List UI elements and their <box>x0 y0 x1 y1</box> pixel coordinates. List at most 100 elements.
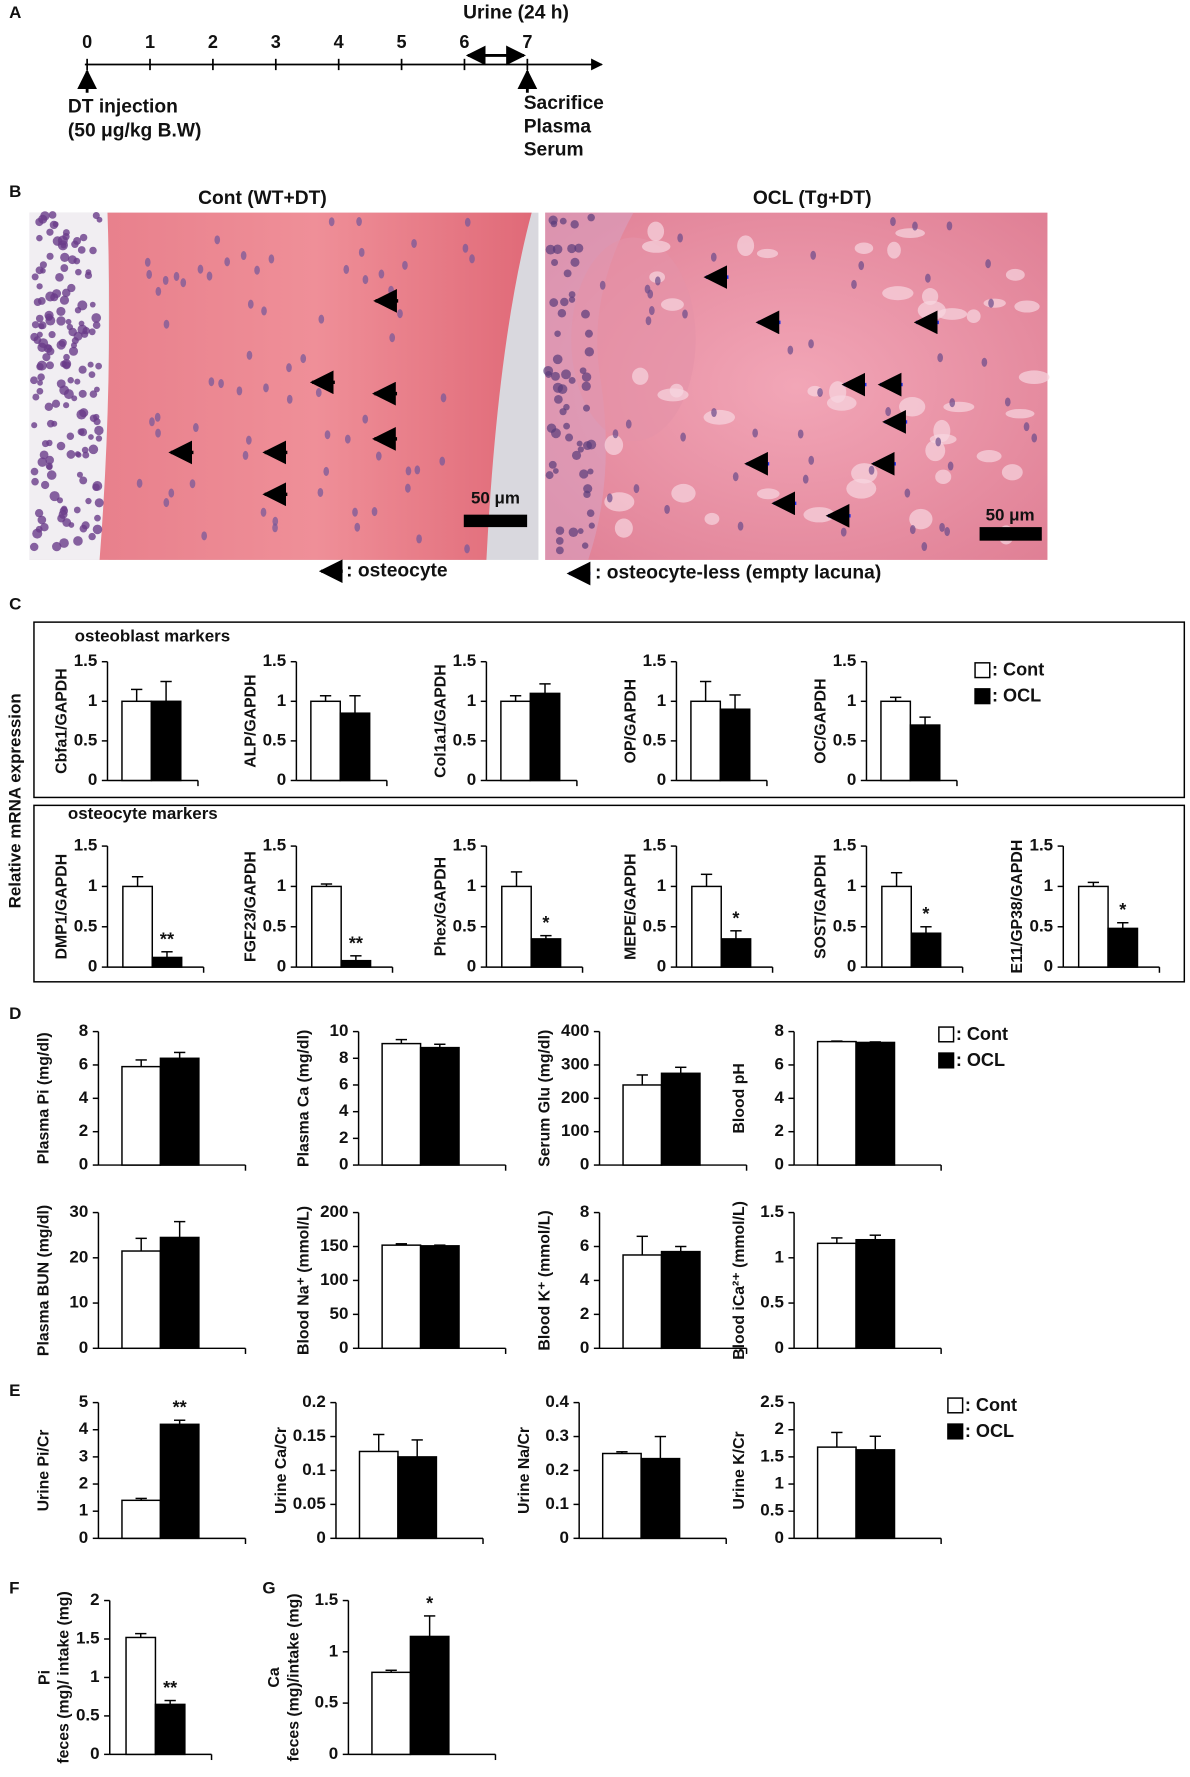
legend-label: : Cont <box>992 660 1044 680</box>
bar <box>816 1446 857 1540</box>
cell <box>59 385 69 396</box>
cell <box>45 361 54 370</box>
cell <box>41 440 49 448</box>
nucleus <box>947 461 954 471</box>
bar <box>397 1456 438 1540</box>
cell <box>94 425 104 436</box>
nucleus <box>654 276 661 286</box>
y-tick-label: 0.4 <box>545 1392 569 1411</box>
y-tick-label: 0.5 <box>643 916 667 935</box>
y-tick-label: 2 <box>774 1419 783 1438</box>
nucleus <box>939 522 945 532</box>
y-tick-label: 1.5 <box>263 651 287 670</box>
y-tick-label: 1 <box>90 1667 99 1686</box>
y-axis-title: Plasma Ca (mg/dl) <box>295 1030 312 1167</box>
scale-bar <box>463 514 528 528</box>
y-tick-label: 6 <box>580 1236 589 1255</box>
nucleus <box>625 419 632 429</box>
bar <box>310 700 342 782</box>
y-tick-label: 8 <box>339 1048 348 1067</box>
y-tick-label: 1 <box>467 691 476 710</box>
bar <box>910 932 942 968</box>
y-tick-label: 0 <box>79 1528 88 1547</box>
cell <box>563 403 570 411</box>
panel-label: G <box>262 1579 275 1598</box>
y-axis-title: Cbfa1/GAPDH <box>53 668 70 774</box>
nucleus <box>180 278 187 288</box>
nucleus <box>354 522 361 532</box>
y-axis-title: FGF23/GAPDH <box>242 851 259 962</box>
group-box <box>33 804 1186 983</box>
panel-label: E <box>9 1381 20 1400</box>
cell <box>65 318 72 325</box>
cell <box>545 244 556 255</box>
bar <box>660 1250 701 1350</box>
y-tick-label: 0 <box>339 1338 348 1357</box>
nucleus <box>218 379 224 389</box>
nucleus <box>1031 433 1038 443</box>
y-tick-label: 4 <box>580 1270 590 1289</box>
nucleus <box>286 394 293 404</box>
nucleus <box>710 252 717 262</box>
nucleus <box>352 507 358 517</box>
y-tick-label: 10 <box>69 1293 88 1312</box>
scale-label: 50 μm <box>986 505 1035 524</box>
nucleus <box>189 479 196 489</box>
cell <box>59 295 70 305</box>
y-tick-label: 0.5 <box>643 730 667 749</box>
injection-label: DT injection <box>68 97 178 118</box>
y-tick-label: 10 <box>330 1021 349 1040</box>
y-tick-label: 2 <box>79 1121 88 1140</box>
bar <box>159 1423 200 1540</box>
y-axis-title: feces (mg)/ intake (mg) <box>56 1591 73 1763</box>
y-tick-label: 1.5 <box>643 651 667 670</box>
bar <box>159 1236 200 1350</box>
nucleus <box>358 247 365 257</box>
nucleus <box>344 434 351 444</box>
nucleus <box>240 251 247 261</box>
lacuna <box>909 508 933 530</box>
y-tick-label: 4 <box>79 1088 89 1107</box>
nucleus <box>606 493 613 503</box>
y-tick-label: 0.5 <box>74 730 98 749</box>
y-axis-title: Blood Na⁺ (mmol/L) <box>295 1206 312 1355</box>
cell <box>552 382 564 393</box>
y-tick-label: 1.5 <box>74 651 98 670</box>
timeline-day: 0 <box>82 32 92 52</box>
cell <box>77 428 85 436</box>
lacuna <box>887 241 901 259</box>
y-tick-label: 1 <box>847 691 856 710</box>
cell <box>85 497 92 505</box>
cell <box>546 423 557 433</box>
y-tick-label: 2 <box>580 1304 589 1323</box>
cell <box>46 228 54 236</box>
y-axis-title: Urine Ca/Cr <box>273 1427 290 1514</box>
cell <box>88 328 96 336</box>
cell <box>52 541 62 552</box>
y-tick-label: 1.5 <box>74 836 98 855</box>
nucleus <box>402 260 408 270</box>
bar <box>122 885 154 968</box>
cell <box>587 213 595 222</box>
y-tick-label: 4 <box>339 1101 349 1120</box>
y-tick-label: 0.2 <box>545 1460 569 1479</box>
nucleus <box>173 271 180 281</box>
nucleus <box>146 269 153 279</box>
scale-label: 50 μm <box>471 488 520 507</box>
y-axis-title: MEPE/GAPDH <box>622 853 639 959</box>
nucleus <box>885 407 891 417</box>
sacrifice-label: Plasma <box>524 116 592 137</box>
y-tick-label: 1.5 <box>643 836 667 855</box>
nucleus <box>946 221 953 231</box>
cell <box>555 526 565 535</box>
cell <box>31 477 39 486</box>
y-tick-label: 100 <box>561 1121 589 1140</box>
cell <box>92 524 103 535</box>
lacuna <box>983 298 1006 308</box>
nucleus <box>817 387 823 398</box>
significance: ** <box>173 1398 188 1418</box>
cell <box>67 255 77 265</box>
lacuna <box>604 435 624 456</box>
bar <box>419 1046 460 1166</box>
y-tick-label: 100 <box>320 1270 348 1289</box>
